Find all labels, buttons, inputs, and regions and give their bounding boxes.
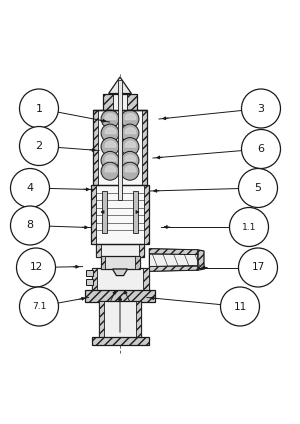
Bar [92, 268, 97, 292]
Circle shape [121, 162, 139, 180]
Text: 11: 11 [233, 301, 247, 312]
Bar [85, 290, 155, 302]
Bar [100, 256, 140, 269]
Circle shape [121, 151, 139, 170]
Bar [143, 268, 148, 292]
Bar [91, 185, 149, 243]
Text: 17: 17 [251, 262, 265, 273]
Bar [100, 256, 105, 269]
Bar [144, 185, 149, 243]
Bar [118, 80, 122, 200]
Polygon shape [198, 250, 204, 270]
Bar [93, 110, 98, 185]
Bar [142, 110, 147, 185]
Circle shape [16, 248, 56, 287]
Circle shape [238, 248, 278, 287]
Circle shape [121, 138, 139, 156]
Bar [103, 94, 113, 110]
Circle shape [238, 168, 278, 207]
Text: 6: 6 [257, 144, 265, 154]
Text: 2: 2 [35, 141, 43, 151]
Circle shape [101, 151, 119, 170]
Bar [92, 268, 148, 292]
Text: 8: 8 [26, 220, 34, 231]
Polygon shape [149, 249, 198, 271]
Circle shape [242, 89, 280, 128]
Bar [91, 185, 149, 243]
Text: 4: 4 [26, 183, 34, 193]
Bar [86, 279, 93, 285]
Bar [99, 301, 104, 338]
Text: 3: 3 [257, 103, 265, 114]
Bar [133, 191, 138, 233]
Bar [92, 337, 148, 345]
Circle shape [11, 206, 50, 245]
Circle shape [121, 124, 139, 142]
Circle shape [242, 129, 280, 168]
Circle shape [230, 207, 268, 246]
Bar [136, 301, 141, 338]
Circle shape [101, 124, 119, 142]
Text: 1.1: 1.1 [242, 223, 256, 232]
Bar [103, 94, 137, 110]
Bar [93, 110, 147, 185]
Bar [99, 301, 141, 338]
Circle shape [101, 162, 119, 180]
Bar [96, 243, 144, 257]
Text: 7.1: 7.1 [32, 302, 46, 311]
Polygon shape [112, 269, 128, 276]
Circle shape [101, 138, 119, 156]
Text: 12: 12 [29, 262, 43, 273]
Polygon shape [149, 249, 198, 255]
Circle shape [20, 287, 58, 326]
Circle shape [11, 168, 50, 207]
Bar [91, 185, 96, 243]
Bar [102, 191, 107, 233]
Bar [86, 270, 93, 276]
Polygon shape [109, 77, 131, 94]
Circle shape [20, 89, 58, 128]
Text: 5: 5 [254, 183, 262, 193]
Circle shape [20, 126, 58, 165]
Bar [113, 94, 127, 110]
Circle shape [101, 110, 119, 128]
Bar [135, 256, 140, 269]
Polygon shape [149, 265, 198, 271]
Bar [93, 110, 147, 185]
Bar [139, 243, 144, 257]
Text: 1: 1 [35, 103, 43, 114]
Bar [96, 243, 101, 257]
Circle shape [121, 110, 139, 128]
Bar [127, 94, 137, 110]
Circle shape [220, 287, 260, 326]
